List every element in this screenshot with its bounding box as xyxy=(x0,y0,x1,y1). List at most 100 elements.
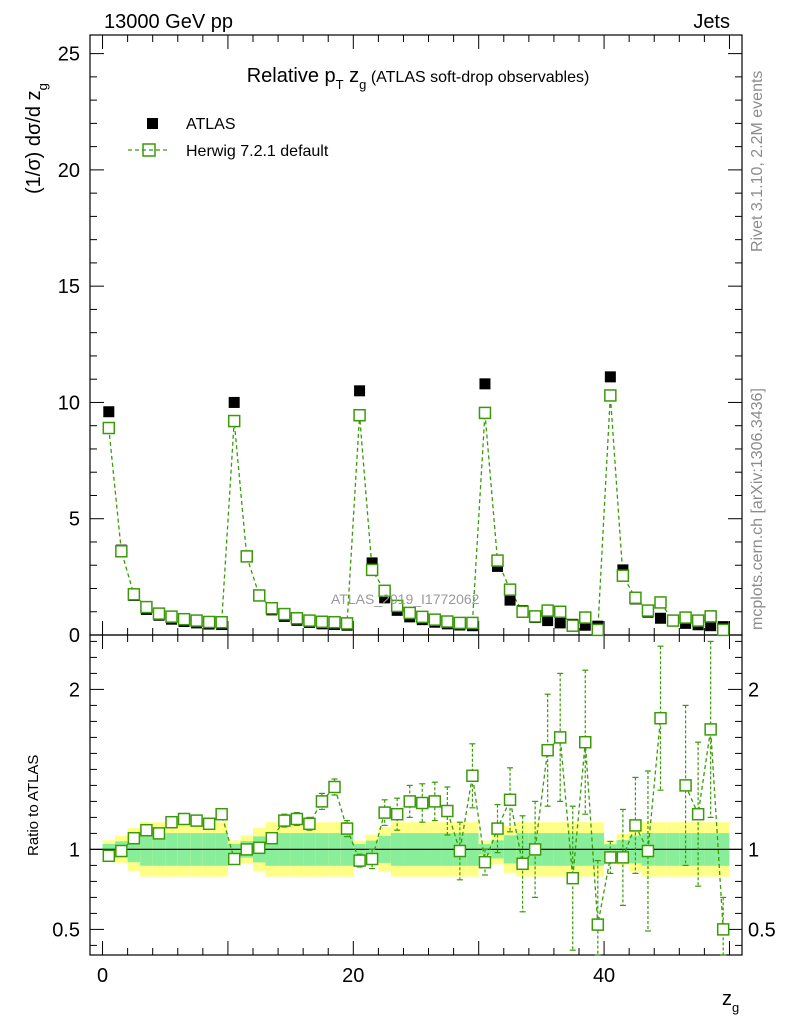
ratio-point-10 xyxy=(227,852,241,866)
herwig-point-10 xyxy=(227,414,241,428)
ratio-tick-label-right-0: 0.5 xyxy=(748,919,776,941)
herwig-point-33 xyxy=(516,605,529,618)
atlas-point-44 xyxy=(655,612,666,624)
ratio-panel-frame xyxy=(89,634,743,956)
y-tick-label-5: 25 xyxy=(58,44,80,66)
ratio-point-9 xyxy=(215,807,228,821)
ratio-point-47 xyxy=(691,807,705,821)
ratio-point-46 xyxy=(679,779,692,792)
ratio-point-7 xyxy=(190,814,203,827)
herwig-point-13 xyxy=(265,602,279,615)
ratio-axis-label: Ratio to ATLAS xyxy=(25,755,42,856)
ratio-point-36 xyxy=(553,731,567,744)
herwig-point-26 xyxy=(428,613,442,626)
ratio-point-37 xyxy=(566,871,579,885)
herwig-point-38 xyxy=(579,611,592,624)
ratio-point-17 xyxy=(315,795,329,808)
herwig-point-19 xyxy=(340,617,354,630)
ratio-point-21 xyxy=(365,852,379,866)
herwig-point-9 xyxy=(215,615,228,629)
herwig-point-16 xyxy=(303,614,316,627)
y-axis-label-main: (1/σ) dσ/d z xyxy=(23,90,45,194)
ratio-point-29 xyxy=(466,769,479,783)
axis-ticks: 0 20 40 0 5 10 15 20 25 0.5 0.5 1 1 2 2 xyxy=(52,35,776,987)
herwig-point-29 xyxy=(466,616,479,630)
chart-title: Relative pT zg (ATLAS soft-drop observab… xyxy=(247,65,590,92)
y-tick-label-3: 15 xyxy=(58,276,80,298)
herwig-line-ratio-1 xyxy=(684,729,724,930)
x-axis-label-sub: g xyxy=(732,1000,739,1015)
atlas-point-36 xyxy=(554,617,566,629)
herwig-point-42 xyxy=(629,591,642,605)
title-sub-t: T xyxy=(336,77,344,92)
herwig-point-32 xyxy=(503,583,517,596)
ratio-tick-label-right-2: 2 xyxy=(748,679,759,701)
chart-marks xyxy=(102,371,730,956)
legend-atlas-marker xyxy=(147,118,158,129)
ratio-point-30 xyxy=(478,855,492,869)
x-axis-label-main: z xyxy=(722,988,732,1010)
herwig-point-7 xyxy=(190,614,203,627)
atlas-point-22 xyxy=(379,592,391,604)
ratio-point-8 xyxy=(202,817,216,831)
x-tick-label-2: 40 xyxy=(593,965,615,987)
ratio-point-2 xyxy=(127,831,141,845)
herwig-point-48 xyxy=(704,610,717,623)
herwig-point-44 xyxy=(654,596,667,609)
atlas-point-10 xyxy=(228,396,240,408)
ratio-point-6 xyxy=(177,812,191,826)
atlas-point-48 xyxy=(705,620,717,632)
title-sub-g: g xyxy=(359,77,366,92)
herwig-point-24 xyxy=(403,606,416,620)
ratio-point-0 xyxy=(102,849,116,863)
y-tick-label-0: 0 xyxy=(69,625,80,647)
x-tick-label-1: 20 xyxy=(342,965,364,987)
herwig-point-2 xyxy=(127,588,141,601)
herwig-point-1 xyxy=(115,545,128,558)
herwig-point-47 xyxy=(691,614,705,627)
ratio-point-4 xyxy=(152,827,166,840)
ratio-point-3 xyxy=(140,823,153,837)
analysis-watermark: ATLAS_2019_I1772062 xyxy=(331,591,480,607)
herwig-point-39 xyxy=(591,623,605,637)
x-axis-label: zg xyxy=(722,988,739,1015)
side-label-rivet: Rivet 3.1.10, 2.2M events xyxy=(749,71,766,252)
ratio-tick-label-right-1: 1 xyxy=(748,839,759,861)
herwig-point-4 xyxy=(152,607,166,620)
ratio-point-25 xyxy=(416,796,429,810)
herwig-point-8 xyxy=(202,615,216,629)
ratio-tick-label-left-1: 1 xyxy=(69,839,80,861)
herwig-point-45 xyxy=(666,614,680,627)
ratio-point-13 xyxy=(265,831,279,845)
ratio-point-22 xyxy=(378,806,391,819)
herwig-point-0 xyxy=(102,421,116,435)
herwig-point-22 xyxy=(378,584,391,598)
ratio-point-31 xyxy=(491,822,504,835)
ratio-point-33 xyxy=(516,857,529,871)
legend-atlas-label: ATLAS xyxy=(186,116,236,133)
herwig-point-28 xyxy=(453,616,467,630)
y-axis-label-sub: g xyxy=(35,83,50,90)
legend: ATLAS Herwig 7.2.1 default xyxy=(128,116,329,160)
side-label-mcplots: mcplots.cern.ch [arXiv:1306.3436] xyxy=(749,388,766,630)
ratio-point-15 xyxy=(290,812,304,826)
legend-herwig-marker xyxy=(142,143,156,157)
ratio-point-20 xyxy=(353,854,366,867)
herwig-point-18 xyxy=(328,615,341,629)
herwig-point-11 xyxy=(240,550,253,563)
ratio-point-34 xyxy=(528,843,542,856)
ratio-tick-label-left-0: 0.5 xyxy=(52,919,80,941)
y-axis-label: (1/σ) dσ/d zg xyxy=(23,83,50,194)
ratio-frame xyxy=(89,634,743,956)
ratio-point-44 xyxy=(654,711,667,725)
ratio-point-19 xyxy=(340,822,354,835)
atlas-point-21 xyxy=(366,557,378,569)
y-tick-label-4: 20 xyxy=(58,160,80,182)
title-main: Relative p xyxy=(247,65,336,87)
legend-herwig-label: Herwig 7.2.1 default xyxy=(186,143,329,160)
header-category: Jets xyxy=(693,11,730,33)
herwig-point-6 xyxy=(177,612,191,626)
atlas-point-40 xyxy=(604,371,616,383)
herwig-point-36 xyxy=(553,605,567,618)
